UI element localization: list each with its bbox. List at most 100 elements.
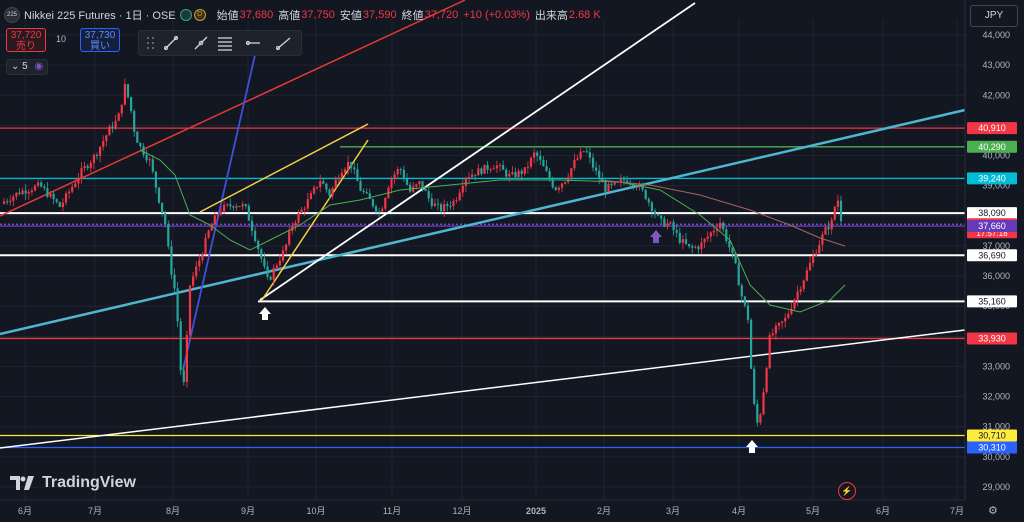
candle-body: [427, 191, 430, 199]
candle-body: [502, 165, 505, 170]
candle-body: [821, 234, 824, 245]
x-tick-label: 9月: [241, 506, 255, 516]
candle-body: [722, 222, 725, 230]
candle-body: [644, 189, 647, 199]
candle-body: [297, 213, 300, 223]
candle-body: [145, 154, 148, 161]
candle-body: [136, 131, 139, 143]
candle-body: [381, 208, 384, 212]
candle-body: [288, 230, 291, 245]
candle-body: [55, 199, 58, 203]
candle-body: [570, 168, 573, 178]
info-line-icon[interactable]: [193, 35, 209, 51]
candle-body: [291, 225, 294, 231]
candle-body: [123, 84, 126, 105]
candle-body: [508, 174, 511, 177]
x-tick-label: 10月: [306, 506, 325, 516]
candle-body: [195, 266, 198, 277]
volume-value: 2.68 K: [568, 9, 601, 21]
candle-body: [105, 135, 108, 142]
candle-body: [591, 157, 595, 168]
buy-button[interactable]: 37,730 買い: [80, 28, 120, 52]
candle-body: [173, 274, 176, 289]
level-label-bg: [967, 122, 1017, 135]
candle-body: [2, 201, 6, 204]
y-tick-label: 29,000: [982, 482, 1010, 492]
open-label: 始値: [216, 10, 239, 22]
candle-body: [350, 161, 353, 168]
candle-body: [316, 186, 319, 188]
horizontal-ray-icon[interactable]: [245, 35, 261, 51]
candle-body: [675, 230, 678, 233]
candle-body: [449, 206, 452, 208]
symbol-title[interactable]: Nikkei 225 Futures · 1日 · OSE: [24, 10, 176, 22]
candle-body: [111, 126, 114, 129]
candle-body: [201, 254, 204, 261]
candle-body: [58, 202, 61, 207]
candle-body: [244, 204, 247, 207]
candle-body: [564, 181, 567, 184]
candle-body: [331, 187, 334, 196]
candle-body: [24, 190, 27, 194]
rising-trend-line: [259, 2, 696, 301]
candle-body: [486, 164, 489, 170]
candle-body: [529, 157, 533, 167]
y-tick-label: 30,000: [982, 452, 1010, 462]
drag-handle-icon[interactable]: [143, 35, 159, 51]
level-label-bg: [967, 441, 1017, 454]
candle-body: [64, 193, 68, 203]
x-tick-label: 11月: [383, 506, 401, 516]
candle-body: [440, 204, 443, 212]
candle-body: [756, 404, 759, 423]
candle-body: [771, 333, 774, 336]
candle-body: [663, 218, 666, 227]
gear-icon[interactable]: ⚙: [988, 505, 998, 517]
candle-body: [306, 199, 309, 209]
candle-body: [353, 167, 356, 170]
currency-selector[interactable]: JPY: [970, 5, 1018, 27]
candle-body: [83, 166, 86, 169]
candle-body: [226, 204, 229, 206]
candle-body: [18, 192, 21, 195]
candle-body: [598, 170, 601, 180]
candle-body: [275, 265, 278, 269]
candle-body: [517, 170, 520, 177]
sell-button[interactable]: 37,720 売り: [6, 28, 46, 52]
candle-body: [480, 168, 483, 174]
period-value: 5: [22, 61, 28, 72]
yellow-trend-line: [199, 123, 369, 213]
period-selector[interactable]: ⌄ 5 ◉: [6, 59, 49, 75]
candle-body: [824, 227, 827, 235]
symbol-icon: 225: [4, 7, 20, 23]
candle-body: [328, 189, 331, 196]
candle-body: [818, 244, 821, 254]
y-tick-label: 32,000: [982, 392, 1010, 402]
candle-body: [495, 165, 498, 169]
x-tick-label: 7月: [950, 506, 964, 516]
chevron-down-icon: ⌄: [11, 61, 20, 72]
candle-body: [216, 214, 219, 216]
order-quantity[interactable]: 10: [56, 34, 67, 44]
candle-body: [204, 237, 207, 255]
bolt-icon[interactable]: ⚡: [838, 482, 856, 500]
candle-body: [102, 141, 105, 147]
level-label-bg: [967, 429, 1017, 442]
y-tick-label: 39,000: [982, 181, 1010, 191]
candle-body: [61, 202, 64, 207]
candle-body: [281, 250, 285, 261]
candle-body: [192, 276, 195, 286]
candle-body: [322, 181, 325, 184]
candle-body: [182, 370, 185, 382]
level-label-bg: [967, 249, 1017, 262]
candle-body: [483, 164, 486, 174]
candle-body: [347, 161, 350, 170]
trend-line-icon[interactable]: [163, 35, 179, 51]
ray-icon[interactable]: [275, 35, 291, 51]
close-label: 終値: [401, 10, 424, 22]
fib-icon[interactable]: [217, 35, 233, 51]
candle-body: [269, 276, 272, 280]
candle-body: [762, 392, 765, 415]
candle-body: [247, 206, 250, 221]
candle-body: [647, 198, 650, 203]
